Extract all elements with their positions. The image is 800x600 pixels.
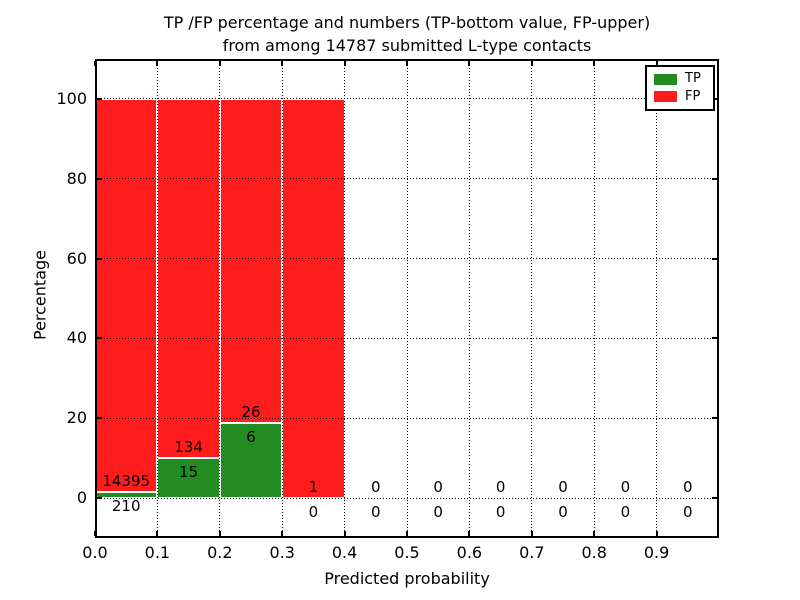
- gridline-vertical: [156, 59, 158, 538]
- x-axis-tick: [406, 531, 408, 536]
- gridline-vertical: [281, 59, 283, 538]
- x-axis-tick: [530, 61, 533, 66]
- legend-label-fp: FP: [685, 88, 701, 104]
- fp-count-label: 0: [495, 478, 506, 497]
- x-axis-tick: [343, 531, 346, 536]
- right-spine: [717, 59, 719, 538]
- fp-count-label: 0: [371, 478, 381, 497]
- tp-count-label: 15: [179, 462, 199, 481]
- x-tick-label: 0.3: [269, 543, 295, 562]
- legend-entry-tp: TP: [654, 72, 706, 86]
- x-axis-tick: [281, 61, 284, 66]
- gridline-vertical: [656, 59, 658, 538]
- x-tick-label: 0.0: [82, 543, 108, 562]
- gridline-vertical: [406, 59, 408, 538]
- y-axis-tick: [712, 257, 717, 260]
- y-axis-tick: [712, 177, 717, 180]
- x-axis-tick: [468, 531, 471, 536]
- x-axis-tick: [530, 531, 533, 536]
- x-axis-tick: [156, 531, 159, 536]
- left-spine: [95, 59, 97, 538]
- x-tick-label: 0.9: [643, 543, 670, 562]
- gridline-vertical: [531, 59, 533, 538]
- gridline-vertical: [344, 59, 346, 538]
- x-axis-tick: [218, 531, 221, 536]
- fp-count-label: 0: [558, 478, 568, 497]
- x-tick-label: 0.8: [581, 543, 607, 562]
- tp-color-swatch: [654, 73, 677, 85]
- x-axis-tick: [343, 61, 346, 66]
- y-axis-tick: [97, 177, 102, 180]
- gridline-vertical: [593, 59, 595, 538]
- fp-color-swatch: [654, 91, 677, 103]
- y-axis-tick: [97, 497, 102, 500]
- tp-count-label: 0: [495, 503, 506, 522]
- bar-tp-segment: [157, 457, 220, 499]
- fp-count-label: 1: [308, 478, 319, 497]
- x-axis-tick: [406, 61, 408, 66]
- legend-label-tp: TP: [685, 71, 701, 87]
- x-axis-tick: [94, 531, 96, 536]
- x-tick-label: 0.4: [331, 543, 358, 562]
- y-axis-tick: [97, 337, 102, 340]
- y-axis-tick: [97, 97, 102, 100]
- x-tick-label: 0.6: [456, 543, 483, 562]
- chart-title: TP /FP percentage and numbers (TP-bottom…: [95, 11, 719, 57]
- x-tick-label: 0.2: [207, 543, 233, 562]
- bar-fp-segment: [282, 98, 345, 499]
- x-tick-label: 0.1: [144, 543, 171, 562]
- legend-entry-fp: FP: [654, 88, 706, 104]
- tp-count-label: 6: [246, 428, 256, 447]
- bar-fp-segment: [95, 98, 158, 493]
- top-spine: [95, 59, 719, 61]
- x-axis-tick: [655, 531, 658, 536]
- chart-title-line2: from among 14787 submitted L-type contac…: [222, 36, 592, 55]
- bar-tp-segment: [219, 423, 283, 499]
- fp-count-label: 0: [620, 478, 631, 497]
- y-tick-label: 20: [66, 408, 87, 428]
- y-tick-label: 0: [76, 488, 87, 508]
- y-axis-tick: [712, 417, 717, 420]
- y-axis-tick: [712, 337, 717, 340]
- tp-count-label: 0: [433, 503, 443, 522]
- legend: TP FP: [645, 65, 715, 111]
- x-axis-tick: [281, 531, 284, 536]
- gridline-vertical: [219, 59, 221, 538]
- x-axis-label: Predicted probability: [324, 569, 490, 588]
- x-axis-tick: [218, 61, 221, 66]
- x-axis-tick: [593, 61, 596, 66]
- gridline-vertical: [468, 59, 470, 538]
- tp-count-label: 0: [308, 503, 319, 522]
- y-tick-label: 80: [66, 168, 87, 188]
- tp-count-label: 0: [620, 503, 631, 522]
- bar-fp-segment: [157, 98, 220, 458]
- fp-count-label: 134: [174, 437, 203, 456]
- y-tick-label: 100: [56, 88, 87, 108]
- y-axis-tick: [97, 257, 102, 260]
- x-axis-tick: [94, 61, 96, 66]
- x-axis-tick: [156, 61, 159, 66]
- x-tick-label: 0.7: [519, 543, 545, 562]
- tp-count-label: 210: [111, 497, 141, 516]
- fp-count-label: 14395: [102, 472, 151, 491]
- bar-fp-segment: [219, 98, 283, 424]
- y-tick-label: 60: [66, 248, 87, 268]
- y-axis-tick: [97, 417, 102, 420]
- fp-count-label: 26: [241, 403, 261, 422]
- plot-area: 0.0 0.1 0.2 0.3 0.4 0.5 0.6 0.7 0.8 0.9 0 20 40 60 80 1…: [56, 59, 719, 562]
- tp-count-label: 0: [558, 503, 568, 522]
- chart-title-line1: TP /FP percentage and numbers (TP-bottom…: [163, 13, 651, 32]
- tp-count-label: 0: [371, 503, 381, 522]
- x-axis-tick: [593, 531, 596, 536]
- bottom-spine: [95, 536, 719, 538]
- x-tick-label: 0.5: [394, 543, 420, 562]
- fp-count-label: 0: [433, 478, 443, 497]
- x-axis-tick: [655, 61, 658, 66]
- y-axis-tick: [712, 497, 717, 500]
- y-tick-label: 40: [66, 328, 87, 348]
- fp-count-label: 0: [683, 478, 693, 497]
- tp-count-label: 0: [683, 503, 693, 522]
- x-axis-tick: [468, 61, 471, 66]
